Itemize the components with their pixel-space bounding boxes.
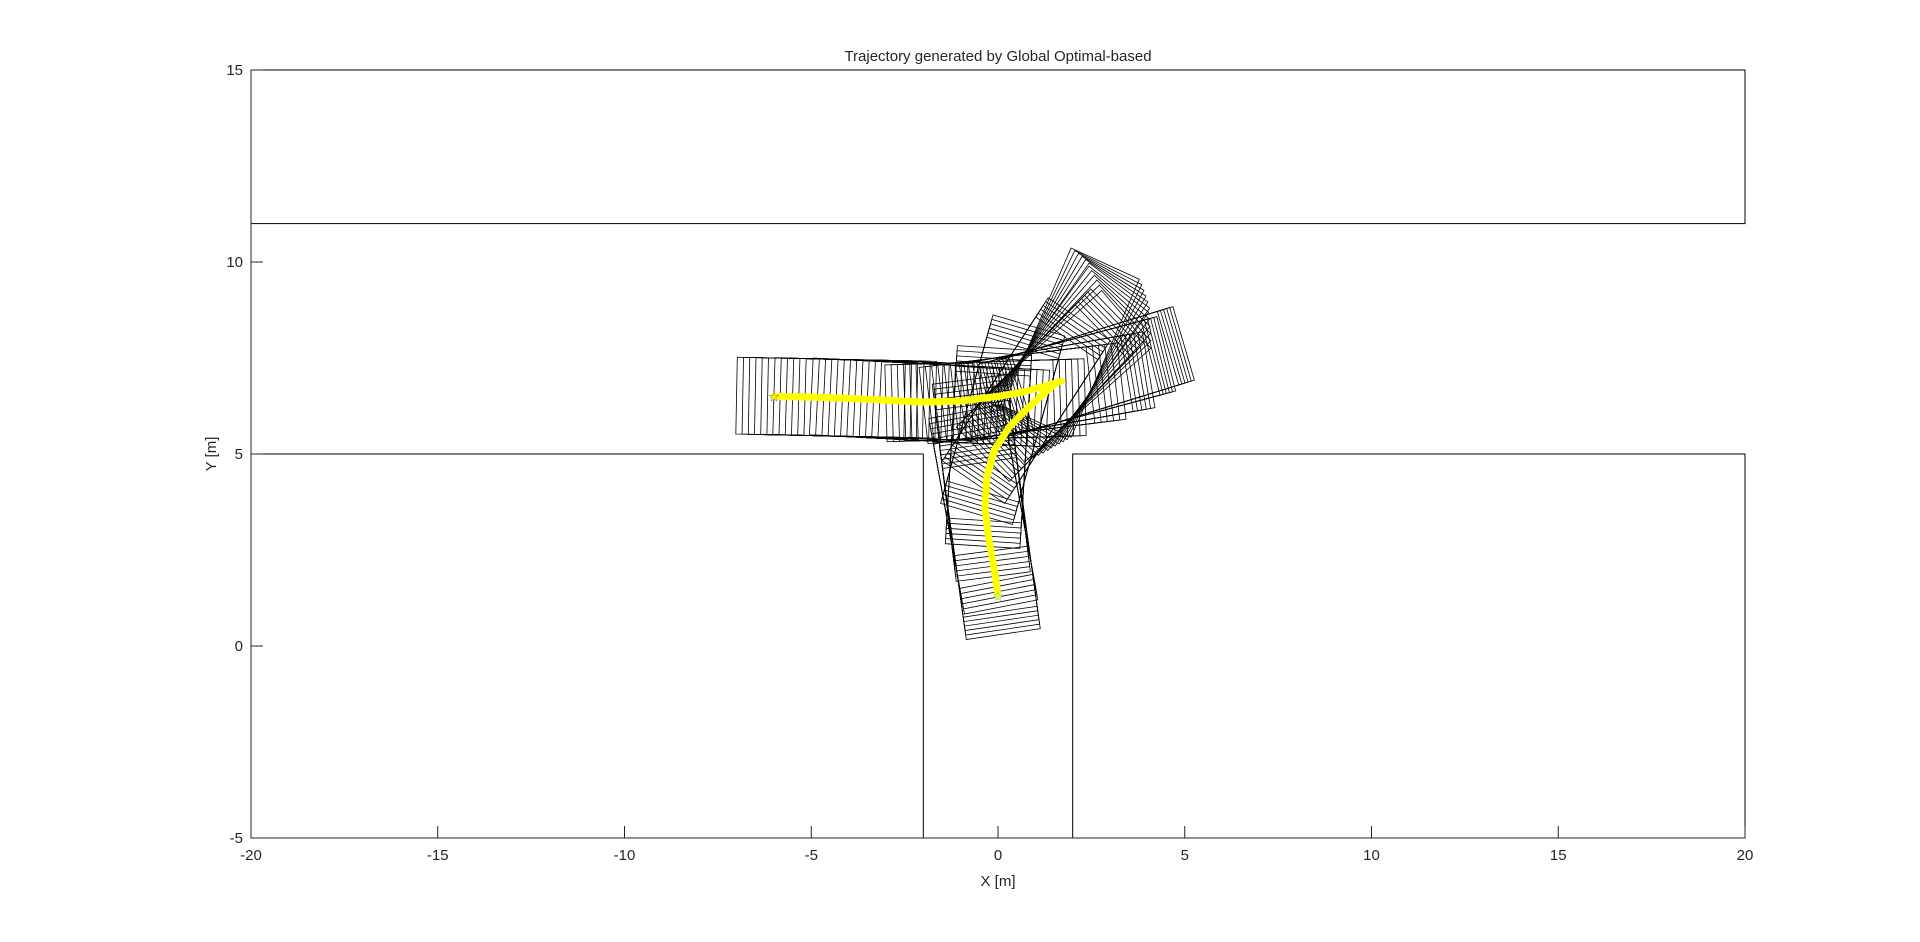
x-tick-label: -10 [614,847,636,864]
vehicle-footprints [735,247,1195,640]
y-tick-label: -5 [230,830,243,847]
x-tick-label: 10 [1363,847,1380,864]
vehicle-footprint [941,316,1099,504]
lower-left-block [250,453,924,839]
axes: -20 -15 -10 -5 0 5 10 15 20 -5 0 5 10 15 [226,62,1753,864]
vehicle-footprint [990,262,1151,449]
obstacles [250,69,1746,839]
x-tick-label: -20 [240,847,262,864]
trajectories: ☆☆ [768,377,1065,604]
x-tick-label: 0 [994,847,1002,864]
x-tick-label: 15 [1550,847,1567,864]
vehicle-footprint [877,361,1050,448]
vehicle-footprint [977,284,1152,461]
vehicle-footprint [979,279,1152,459]
trajectory-line [770,377,1065,406]
vehicle-footprint [1002,247,1140,438]
x-tick-label: -15 [427,847,449,864]
y-tick-label: 0 [235,638,243,655]
vehicle-footprint [1011,306,1195,431]
y-tick-label: 15 [226,62,243,79]
vehicle-footprint [984,270,1151,454]
vehicle-footprint [931,374,1028,557]
lower-right-block [1072,453,1746,839]
top-road-boundary [250,69,1746,225]
vehicle-footprint [971,288,1145,466]
vehicle-footprint [987,265,1150,452]
vehicle-footprint [982,274,1151,456]
vehicle-footprint [954,297,1111,485]
x-axis-label: X [m] [980,873,1015,890]
x-tick-label: -5 [805,847,818,864]
vehicle-footprint [766,357,937,439]
vehicle-footprint [803,358,975,441]
start-star-marker: ☆ [768,388,781,404]
y-tick-label: 5 [235,446,243,463]
vehicle-footprint [974,289,1152,463]
y-tick-label: 10 [226,254,243,271]
chart-title: Trajectory generated by Global Optimal-b… [844,48,1151,65]
trajectory-line [981,381,1058,600]
start-star-marker: ☆ [992,588,1005,604]
vehicle-footprint [928,403,1034,589]
vehicle-footprint [949,342,1127,441]
y-axis-label: Y [m] [203,437,220,472]
x-tick-label: 20 [1737,847,1754,864]
x-tick-label: 5 [1181,847,1189,864]
